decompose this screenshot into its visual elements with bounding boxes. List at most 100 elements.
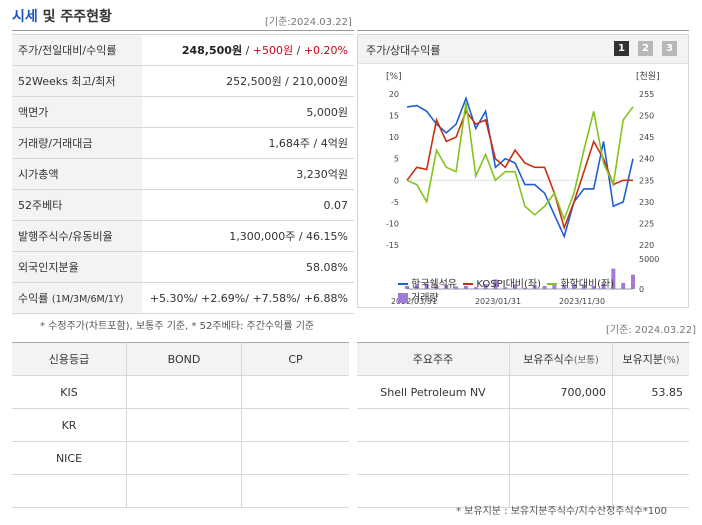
agency-cell [12, 474, 127, 508]
volume-tick: 0 [639, 285, 644, 294]
holder-ratio: 53.85 [612, 375, 689, 409]
row-key: 외국인지분율 [12, 251, 142, 283]
holder-shares: 700,000 [509, 375, 613, 409]
chart-title: 주가/상대수익률 [366, 44, 441, 57]
chart-page-3[interactable]: 3 [662, 41, 677, 56]
legend-line-icon [547, 283, 558, 285]
volume-bar [532, 285, 537, 289]
legend-line-icon [463, 283, 474, 285]
row-value: 0.07 [142, 189, 354, 221]
row-key: 수익률 (1M/3M/6M/1Y) [12, 282, 142, 314]
row-foreign: 외국인지분율 58.08% [12, 251, 354, 283]
price-chart: [%] [천원] 20 15 10 5 0 -5 -10 -15 255 250 245 240 235 23… [386, 71, 660, 306]
holder-note: * 보유지분 : 보유지분주식수/지수산정주식수*100 [456, 506, 667, 517]
shares-unit: (보통) [573, 355, 599, 366]
row-key: 시가총액 [12, 158, 142, 190]
y-right-tick: 245 [639, 133, 654, 142]
col-credit: 신용등급 [12, 342, 127, 376]
row-beta: 52주베타 0.07 [12, 189, 354, 221]
table-row: KR [12, 408, 349, 442]
change-value: +500원 [252, 44, 294, 57]
holder-date: [기준: 2024.03.22] [606, 325, 697, 336]
volume-bar [434, 285, 439, 289]
y-right-tick: 235 [639, 176, 654, 185]
sep: / [293, 44, 304, 57]
row-volume: 거래량/거래대금 1,684주 / 4억원 [12, 127, 354, 159]
volume-bar [581, 284, 586, 289]
holder-ratio [612, 408, 689, 442]
y-right-tick: 220 [639, 241, 654, 250]
legend-item-shell: 한국쉘석유 [398, 279, 457, 290]
table-row [357, 441, 689, 475]
series-line-shell [406, 95, 634, 239]
sep: / [242, 44, 253, 57]
holder-shares [509, 408, 613, 442]
legend-label: 거래량 [411, 293, 439, 304]
table-row [357, 408, 689, 442]
row-value: 5,000원 [142, 96, 354, 128]
volume-bar [522, 287, 527, 289]
volume-bar [493, 279, 498, 289]
row-key: 주가/전일대비/수익률 [12, 34, 142, 66]
cp-cell [241, 441, 349, 475]
volume-tick: 5000 [639, 255, 659, 264]
holder-table: 주요주주 보유주식수(보통) 보유지분(%) Shell Petroleum N… [357, 342, 689, 508]
row-marketcap: 시가총액 3,230억원 [12, 158, 354, 190]
holder-name [357, 441, 510, 475]
volume-bar [601, 283, 606, 289]
x-tick-label: 2022/03/31 [391, 297, 437, 306]
volume-bar [542, 286, 547, 289]
stock-info-table: 주가/전일대비/수익률 248,500원 / +500원 / +0.20% 52… [12, 34, 354, 314]
bond-cell [126, 375, 242, 409]
volume-bar [572, 284, 577, 289]
bond-cell [126, 441, 242, 475]
y-left-tick: -15 [386, 241, 399, 250]
y-right-tick: 250 [639, 112, 654, 121]
ratio-label: 보유지분 [622, 353, 664, 366]
bond-cell [126, 474, 242, 508]
title-highlight: 시세 [12, 9, 38, 25]
y-left-tick: 5 [394, 155, 399, 164]
agency-cell: KR [12, 408, 127, 442]
section-title: 시세 및 주주현황 [12, 6, 112, 26]
agency-cell: KIS [12, 375, 127, 409]
y-right-tick: 240 [639, 155, 654, 164]
volume-bar [463, 286, 468, 289]
cp-cell [241, 375, 349, 409]
col-bond: BOND [126, 342, 242, 376]
row-key: 액면가 [12, 96, 142, 128]
chart-page-2[interactable]: 2 [638, 41, 653, 56]
volume-bar [513, 284, 518, 289]
col-ratio: 보유지분(%) [612, 342, 689, 376]
series-line-kospi [406, 109, 633, 231]
shares-label: 보유주식수 [523, 353, 574, 366]
return-key: 수익률 [18, 292, 49, 305]
x-tick-label: 2023/01/31 [475, 297, 521, 306]
volume-bar [503, 287, 508, 289]
row-shares: 발행주식수/유동비율 1,300,000주 / 46.15% [12, 220, 354, 252]
y-left-tick: 15 [389, 112, 399, 121]
legend-item-volume: 거래량 [398, 289, 439, 304]
title-divider [12, 30, 354, 31]
chart-panel: 주가/상대수익률 1 2 3 [%] [천원] 20 15 10 5 0 -5 -10 -15 25… [357, 34, 689, 308]
holder-shares [509, 474, 613, 508]
title-rest: 및 주주현황 [42, 9, 112, 25]
y-right-tick: 225 [639, 219, 654, 228]
y-right-tick: 230 [639, 198, 654, 207]
right-unit: [천원] [636, 71, 660, 82]
legend-line-icon [398, 283, 408, 285]
volume-bar [444, 284, 449, 289]
chart-page-1[interactable]: 1 [614, 41, 629, 56]
return-key-sub: (1M/3M/6M/1Y) [51, 294, 124, 305]
row-value: 1,684주 / 4억원 [142, 127, 354, 159]
row-key: 거래량/거래대금 [12, 127, 142, 159]
credit-table: 신용등급 BOND CP KIS KR NICE [12, 342, 349, 508]
title-divider-right [357, 30, 689, 31]
stock-note: * 수정주가(차트포함), 보통주 기준, * 52주베타: 주간수익률 기준 [40, 321, 315, 332]
y-left-tick: 0 [394, 176, 399, 185]
row-price: 주가/전일대비/수익률 248,500원 / +500원 / +0.20% [12, 34, 354, 66]
volume-bar [562, 285, 567, 289]
table-row [12, 474, 349, 508]
chart-header: 주가/상대수익률 1 2 3 [358, 35, 688, 64]
table-row: NICE [12, 441, 349, 475]
